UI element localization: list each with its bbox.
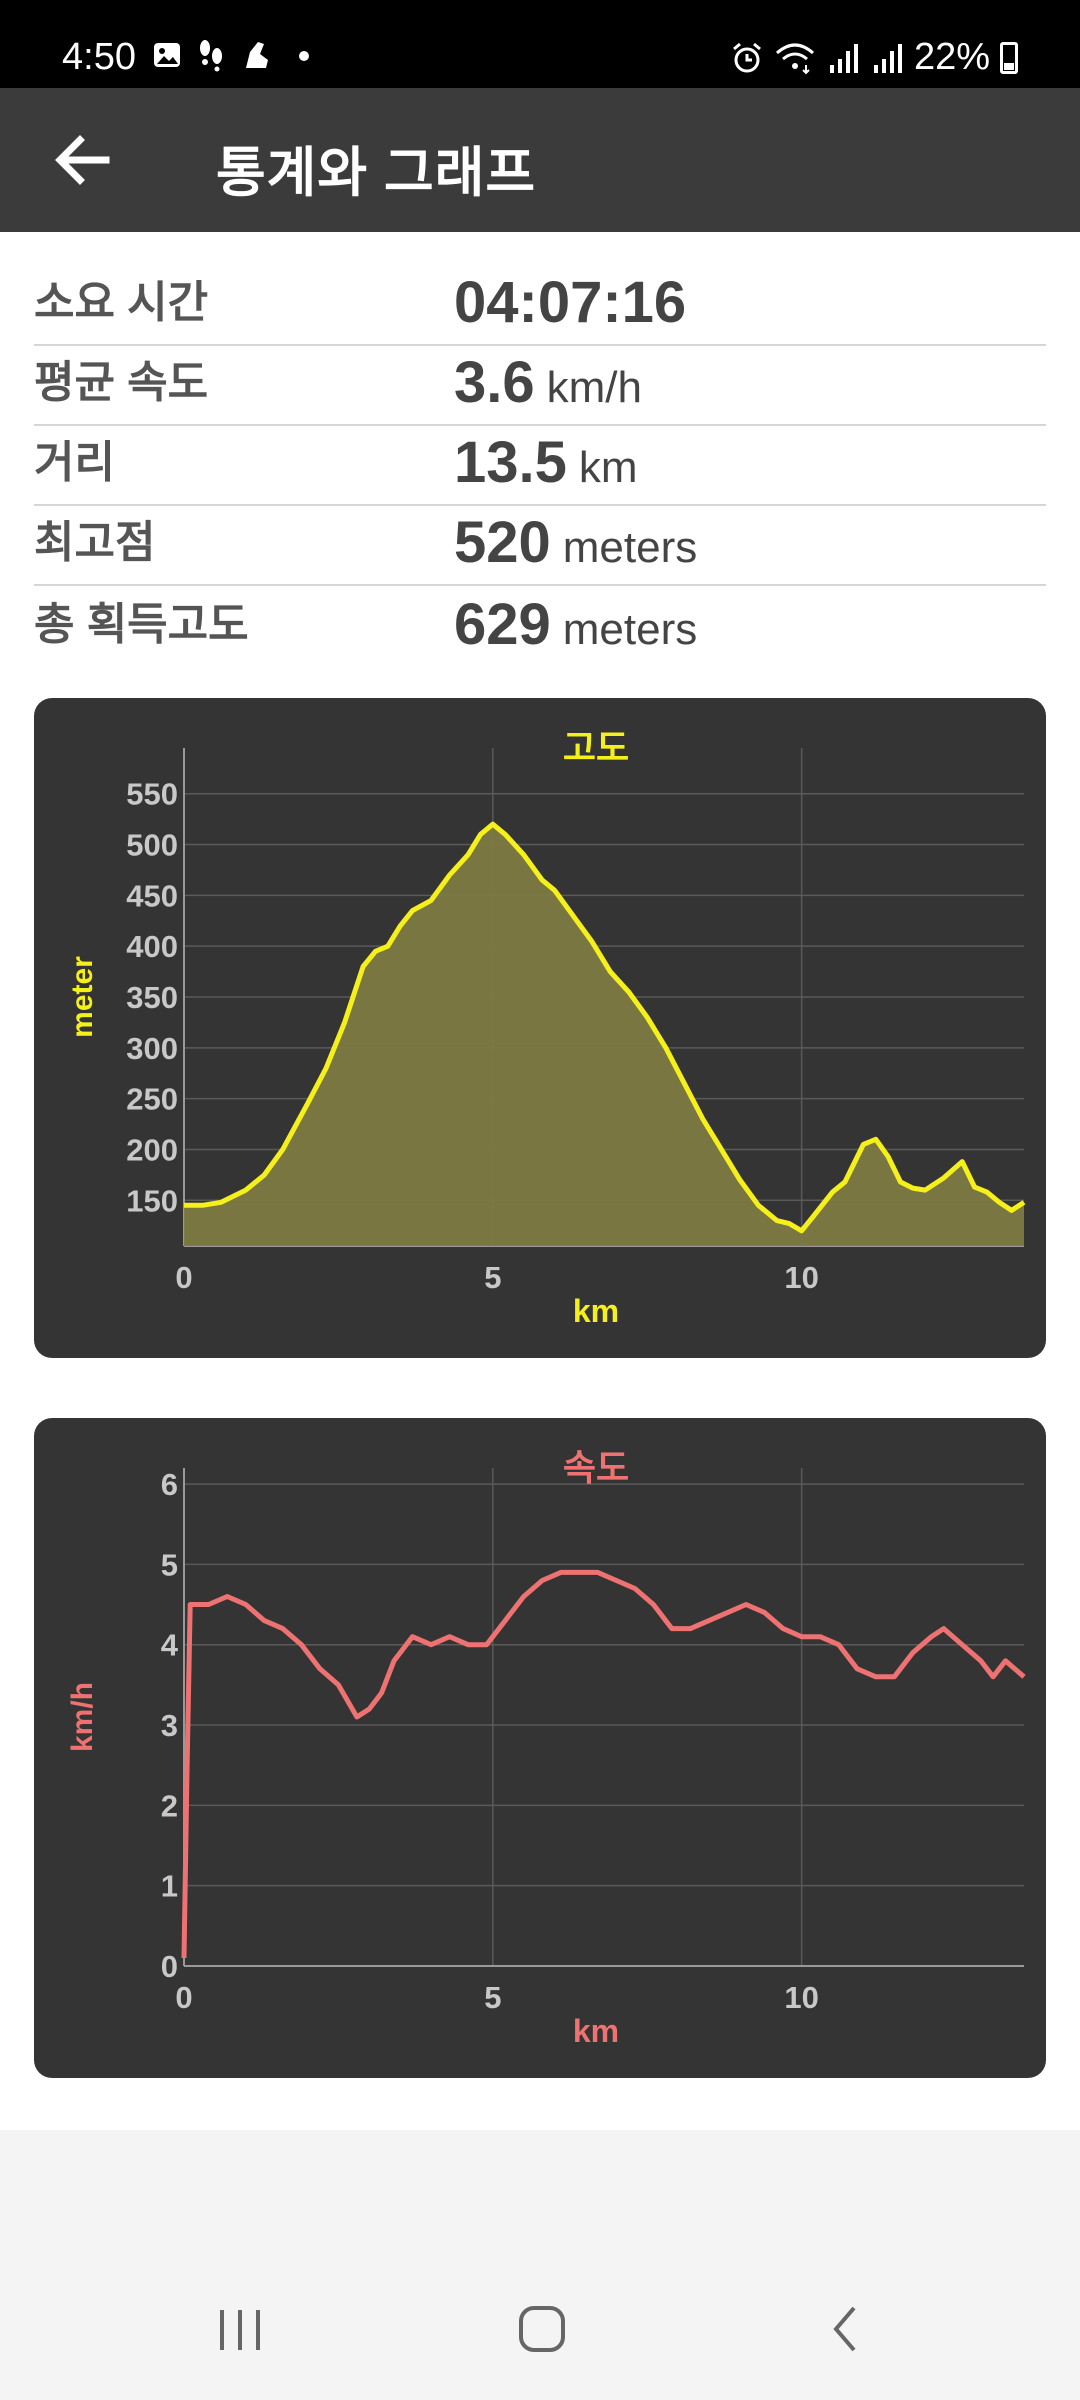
stat-label: 거리: [34, 438, 115, 487]
y-tick-label: 450: [126, 878, 178, 913]
series-line: [181, 1569, 1026, 1959]
stat-label: 평균 속도: [34, 358, 209, 407]
arrow-left-icon: [55, 135, 110, 185]
signal-icon: [873, 43, 902, 73]
x-axis-label: km: [573, 1293, 619, 1329]
x-tick-label: 5: [484, 1980, 501, 2015]
area-fill: [184, 824, 1024, 1246]
x-tick-label: 5: [484, 1260, 501, 1295]
status-system-icons: 22%: [730, 36, 1018, 79]
dot-icon: [299, 51, 309, 61]
stat-value: 13.5: [454, 430, 567, 495]
y-tick-label: 550: [126, 777, 178, 812]
y-axis-label: km/h: [66, 1682, 99, 1752]
y-tick-label: 400: [126, 929, 178, 964]
signal-icon: [829, 43, 858, 73]
elevation-chart: 150 200 250 300 350 400 450 500 550 0 5 10 고도 km meter: [34, 698, 1046, 1358]
status-bar: 4:50 22%: [0, 0, 1080, 88]
back-icon: [833, 2306, 856, 2352]
home-button[interactable]: [502, 2294, 582, 2364]
stat-unit: meters: [562, 523, 698, 572]
status-notification-icons: [152, 38, 318, 72]
stat-unit: km: [578, 443, 638, 492]
x-axis-label: km: [573, 2013, 619, 2049]
app-bar: 통계와 그래프: [0, 88, 1080, 232]
status-time: 4:50: [62, 36, 136, 78]
x-tick-label: 10: [784, 1260, 818, 1295]
stat-value: 629: [454, 592, 551, 657]
battery-icon: [1000, 41, 1018, 74]
y-tick-label: 5: [161, 1547, 178, 1582]
y-tick-label: 6: [161, 1467, 178, 1502]
battery-percent: 22%: [913, 36, 990, 78]
shoe-icon: [246, 42, 268, 68]
chart-svg: 0 1 2 3 4 5 6 0 5 10 속도 km km/h: [66, 1447, 1026, 2049]
gallery-icon: [154, 43, 180, 67]
x-tick-label: 0: [175, 1980, 192, 2015]
home-icon: [519, 2306, 565, 2352]
y-tick-label: 200: [126, 1132, 178, 1167]
series-line: [184, 821, 1026, 1234]
chart-title: 속도: [563, 1447, 629, 1488]
stat-row-distance: 거리 13.5 km: [34, 426, 1046, 506]
stat-unit: meters: [562, 605, 698, 654]
wifi-icon: [775, 43, 814, 74]
x-tick-label: 10: [784, 1980, 818, 2015]
y-tick-label: 150: [126, 1183, 178, 1218]
y-tick-label: 1: [161, 1869, 178, 1904]
stat-row-total-gain: 총 획득고도 629 meters: [34, 586, 1046, 666]
stat-value: 3.6: [454, 350, 535, 415]
stat-label: 총 획득고도: [34, 600, 249, 649]
stat-value: 04:07:16: [454, 270, 687, 335]
y-tick-label: 500: [126, 828, 178, 863]
y-axis-label: meter: [66, 956, 99, 1038]
stat-row-max-elevation: 최고점 520 meters: [34, 506, 1046, 586]
stat-label: 최고점: [34, 518, 156, 567]
y-tick-label: 300: [126, 1031, 178, 1066]
recents-icon: [220, 2310, 260, 2350]
stat-value: 520: [454, 510, 551, 575]
recents-button[interactable]: [200, 2294, 280, 2364]
y-tick-label: 3: [161, 1708, 178, 1743]
stats-content: 소요 시간 04:07:16 평균 속도 3.6 km/h 거리 13.5 km 최…: [0, 232, 1080, 2130]
y-tick-label: 2: [161, 1788, 178, 1823]
stat-label: 소요 시간: [34, 278, 209, 327]
back-button[interactable]: [50, 128, 120, 192]
y-tick-label: 350: [126, 980, 178, 1015]
y-tick-label: 0: [161, 1949, 178, 1984]
stat-unit: km/h: [546, 363, 642, 412]
system-nav-bar: [0, 2254, 1080, 2400]
chart-svg: 150 200 250 300 350 400 450 500 550 0 5 10 고도 km meter: [66, 727, 1026, 1329]
stat-row-avg-speed: 평균 속도 3.6 km/h: [34, 346, 1046, 426]
y-tick-label: 4: [161, 1628, 179, 1663]
stat-row-duration: 소요 시간 04:07:16: [34, 266, 1046, 346]
x-tick-label: 0: [175, 1260, 192, 1295]
chart-title: 고도: [563, 727, 629, 768]
speed-chart: 0 1 2 3 4 5 6 0 5 10 속도 km km/h: [34, 1418, 1046, 2078]
y-tick-label: 250: [126, 1082, 178, 1117]
page-title: 통계와 그래프: [216, 143, 537, 203]
footprints-icon: [200, 40, 222, 72]
back-nav-button[interactable]: [806, 2294, 886, 2364]
alarm-icon: [732, 42, 761, 72]
